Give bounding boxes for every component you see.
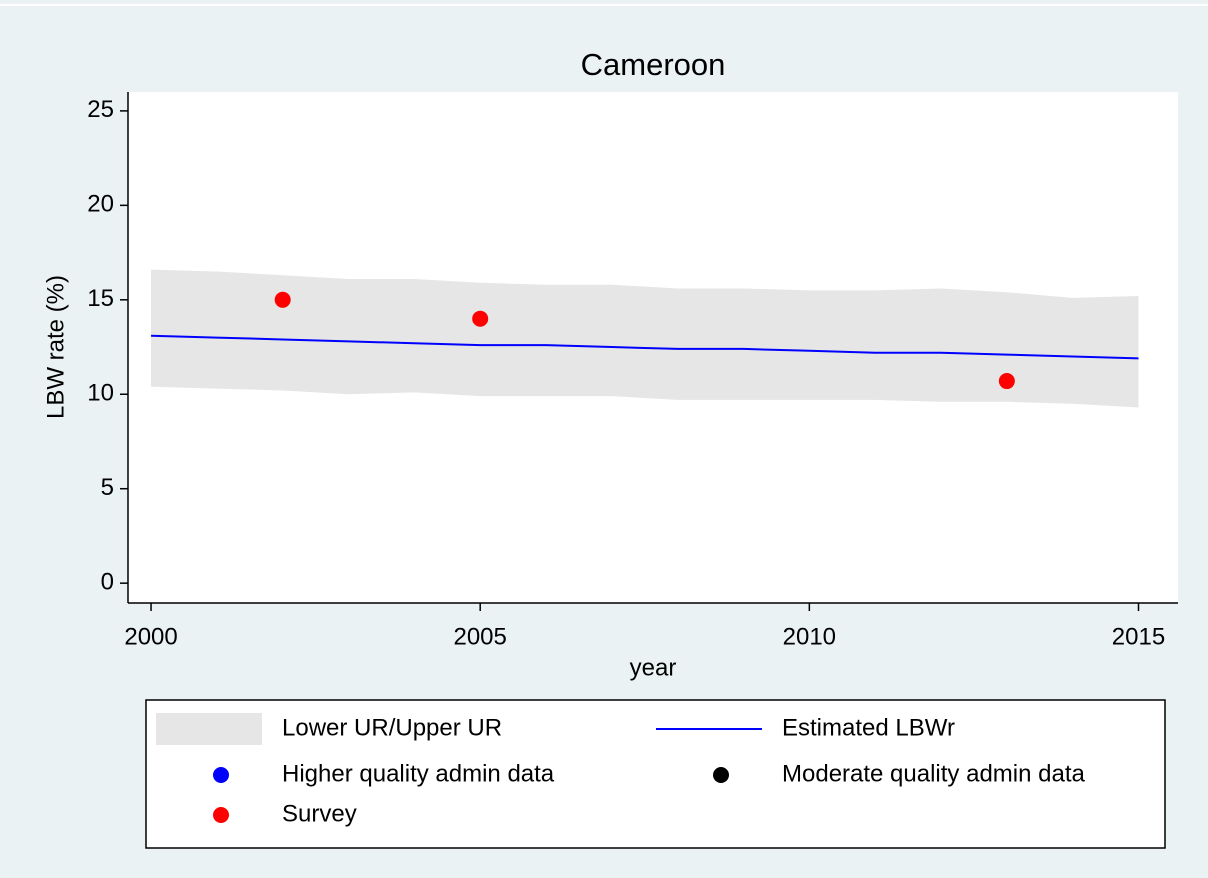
legend-swatch [213, 767, 229, 783]
y-tick-label: 25 [87, 96, 114, 123]
legend-swatch [213, 807, 229, 823]
data-point [472, 310, 489, 327]
legend-label: Moderate quality admin data [782, 760, 1086, 787]
x-tick-label: 2010 [783, 623, 836, 650]
chart-title: Cameroon [581, 47, 726, 82]
data-point [998, 373, 1015, 390]
x-axis-label: year [630, 654, 677, 681]
legend-label: Estimated LBWr [782, 714, 955, 741]
uncertainty-band [151, 269, 1139, 408]
x-tick-label: 2015 [1112, 623, 1165, 650]
x-tick-label: 2005 [453, 623, 506, 650]
legend-swatch [156, 713, 262, 745]
estimate-line [151, 334, 1139, 360]
legend-label: Higher quality admin data [282, 760, 555, 787]
legend-swatch [713, 767, 729, 783]
legend-box [145, 699, 1166, 849]
y-tick-label: 15 [87, 285, 114, 312]
data-point [274, 291, 291, 308]
legend-label: Survey [282, 800, 357, 827]
y-tick-label: 5 [101, 474, 114, 501]
y-tick-label: 20 [87, 191, 114, 218]
y-tick-label: 0 [101, 569, 114, 596]
y-tick-label: 10 [87, 380, 114, 407]
legend-label: Lower UR/Upper UR [282, 714, 502, 741]
x-tick-label: 2000 [124, 623, 177, 650]
y-axis-label: LBW rate (%) [42, 275, 69, 419]
